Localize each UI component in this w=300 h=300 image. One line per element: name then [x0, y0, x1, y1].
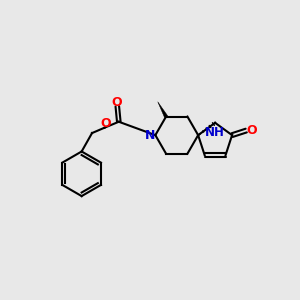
Text: NH: NH — [205, 126, 225, 140]
Text: O: O — [111, 96, 122, 109]
Text: O: O — [100, 117, 111, 130]
Text: O: O — [247, 124, 257, 137]
Polygon shape — [158, 102, 168, 118]
Text: N: N — [145, 129, 155, 142]
